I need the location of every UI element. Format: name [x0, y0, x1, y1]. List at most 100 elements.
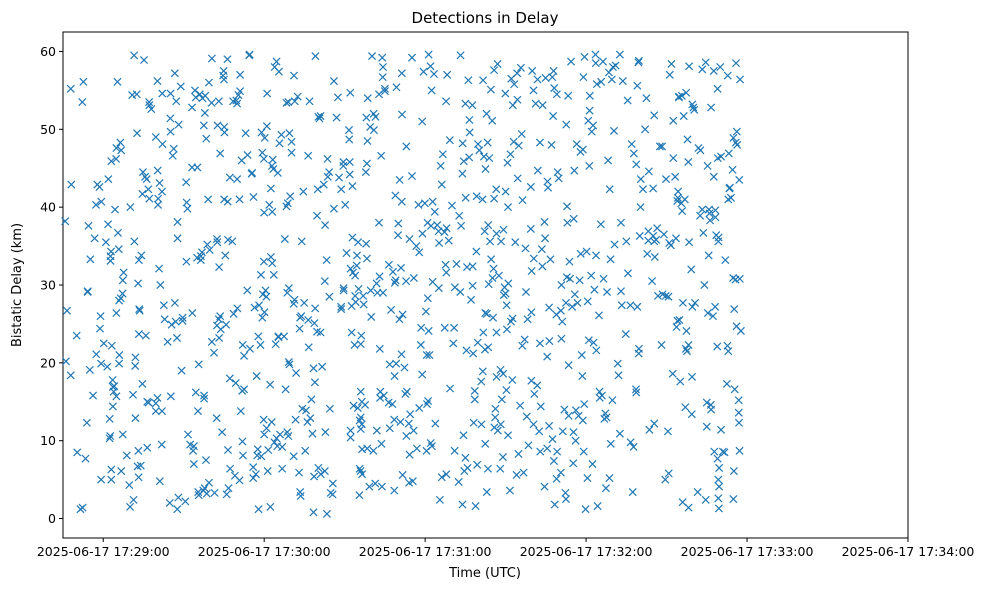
data-point-435	[356, 387, 365, 396]
data-point-486	[385, 424, 394, 433]
data-point-618	[473, 140, 483, 149]
data-point-642	[486, 85, 495, 94]
data-point-310	[274, 67, 283, 76]
data-point-195	[210, 348, 219, 357]
data-point-409	[345, 157, 354, 167]
data-point-755	[554, 174, 563, 183]
data-point-17	[85, 365, 94, 374]
data-point-89	[135, 305, 144, 314]
data-point-368	[313, 211, 322, 220]
data-point-907	[668, 369, 677, 378]
data-point-608	[468, 281, 477, 290]
data-point-264	[253, 445, 262, 454]
data-point-815	[591, 251, 601, 260]
data-point-885	[650, 111, 659, 120]
data-point-638	[484, 343, 493, 352]
data-point-503	[396, 263, 406, 272]
data-point-494	[391, 191, 400, 200]
data-point-357	[305, 97, 314, 106]
data-point-762	[560, 405, 569, 414]
data-point-646	[488, 313, 498, 322]
data-point-731	[540, 482, 549, 491]
data-point-701	[519, 468, 528, 477]
data-point-480	[379, 391, 388, 400]
data-point-944	[689, 103, 698, 112]
data-point-756	[556, 306, 565, 315]
data-point-415	[347, 328, 356, 337]
data-point-790	[577, 351, 586, 360]
data-point-61	[116, 138, 125, 147]
data-point-812	[590, 285, 599, 294]
data-point-929	[681, 344, 690, 353]
data-point-468	[374, 218, 384, 227]
data-point-613	[471, 502, 480, 511]
data-point-915	[673, 193, 682, 202]
data-point-267	[255, 301, 264, 310]
data-point-288	[264, 446, 273, 455]
data-point-652	[491, 404, 500, 413]
data-point-664	[497, 395, 506, 404]
data-point-792	[578, 145, 587, 154]
data-point-946	[690, 298, 700, 307]
data-point-188	[204, 195, 213, 204]
data-point-583	[452, 259, 461, 269]
data-point-591	[458, 139, 467, 148]
data-point-947	[693, 488, 702, 497]
data-point-983	[714, 233, 723, 242]
data-point-824	[597, 391, 606, 400]
data-point-712	[527, 266, 536, 276]
data-point-552	[427, 442, 436, 451]
data-point-452	[363, 136, 372, 146]
data-point-804	[585, 161, 594, 170]
data-point-819	[594, 311, 603, 320]
data-point-175	[197, 248, 206, 257]
data-point-353	[303, 417, 312, 427]
data-point-324	[284, 431, 293, 441]
data-point-672	[501, 187, 510, 196]
data-point-514	[402, 142, 411, 151]
data-point-75	[129, 495, 138, 504]
data-point-363	[310, 472, 319, 481]
data-point-51	[112, 154, 121, 163]
data-point-224	[225, 173, 234, 182]
data-point-287	[263, 467, 272, 476]
data-point-567	[440, 228, 449, 237]
data-point-614	[472, 247, 481, 256]
data-point-662	[496, 420, 505, 429]
data-point-781	[570, 290, 579, 299]
data-point-900	[663, 427, 672, 436]
data-point-76	[130, 51, 139, 60]
data-point-45	[108, 375, 117, 384]
data-point-123	[158, 89, 167, 98]
data-point-530	[415, 403, 424, 413]
data-point-943	[688, 302, 697, 311]
data-point-671	[501, 289, 510, 298]
data-point-634	[482, 488, 491, 497]
data-point-835	[605, 185, 614, 194]
data-point-395	[332, 113, 341, 122]
data-point-925	[678, 298, 687, 307]
data-point-65	[118, 289, 127, 298]
data-point-866	[633, 302, 642, 311]
data-point-621	[477, 420, 486, 429]
data-point-995	[723, 71, 732, 80]
data-point-1010	[731, 138, 740, 147]
data-point-633	[482, 309, 491, 318]
data-point-985	[715, 482, 724, 491]
data-point-347	[297, 237, 306, 246]
data-point-74	[128, 390, 138, 399]
data-point-818	[593, 502, 602, 511]
data-point-832	[604, 156, 613, 165]
data-point-739	[545, 421, 554, 430]
data-point-610	[469, 418, 478, 427]
data-point-798	[581, 505, 590, 514]
data-point-843	[611, 61, 620, 70]
data-point-540	[422, 351, 431, 360]
data-point-890	[653, 224, 662, 233]
data-point-254	[245, 344, 254, 353]
data-point-257	[249, 463, 258, 472]
data-point-414	[346, 264, 355, 273]
data-point-562	[435, 495, 444, 504]
data-point-735	[543, 444, 552, 453]
data-point-619	[475, 146, 484, 155]
